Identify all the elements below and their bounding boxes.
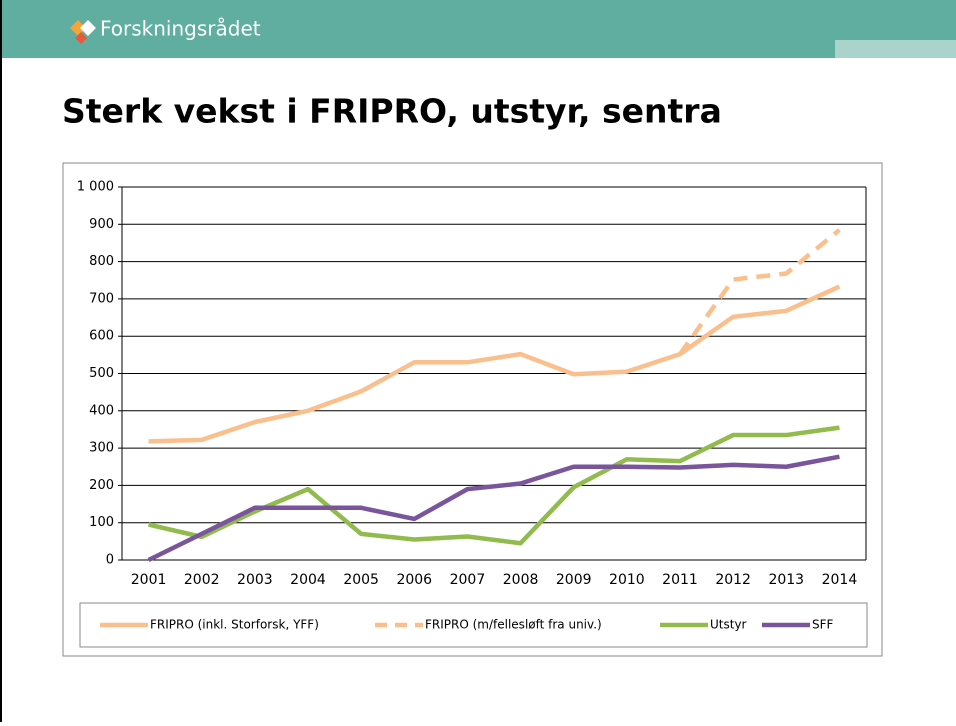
x-tick-label: 2012 — [715, 572, 751, 588]
x-tick-label: 2001 — [131, 572, 167, 588]
logo-icon — [70, 20, 96, 44]
x-tick-label: 2011 — [662, 572, 698, 588]
x-tick-label: 2008 — [503, 572, 539, 588]
header-accent — [835, 40, 956, 58]
y-tick-label: 800 — [89, 254, 114, 269]
legend-label: Utstyr — [710, 618, 747, 632]
header-band — [0, 0, 956, 58]
legend-label: FRIPRO (m/fellesløft fra univ.) — [425, 618, 602, 632]
legend — [79, 602, 868, 648]
x-tick-label: 2010 — [609, 572, 645, 588]
legend-label: SFF — [812, 618, 834, 632]
y-tick-label: 1 000 — [77, 180, 114, 195]
y-tick-label: 500 — [89, 366, 114, 381]
data-line — [678, 228, 841, 356]
chart-frame — [62, 162, 883, 657]
y-tick-label: 0 — [106, 553, 114, 568]
y-tick-label: 600 — [89, 329, 114, 344]
logo-text: Forskningsrådet — [100, 17, 261, 41]
x-tick-label: 2002 — [184, 572, 220, 588]
y-tick-label: 300 — [89, 441, 114, 456]
legend-label: FRIPRO (inkl. Storforsk, YFF) — [150, 618, 319, 632]
y-tick-label: 900 — [89, 217, 114, 232]
x-tick-label: 2007 — [450, 572, 486, 588]
x-tick-label: 2006 — [396, 572, 432, 588]
y-tick-label: 400 — [89, 403, 114, 418]
y-tick-label: 700 — [89, 291, 114, 306]
x-tick-label: 2004 — [290, 572, 326, 588]
data-line — [147, 454, 840, 563]
y-tick-label: 100 — [89, 515, 114, 530]
x-tick-label: 2003 — [237, 572, 273, 588]
y-tick-label: 200 — [89, 478, 114, 493]
slide-title: Sterk vekst i FRIPRO, utstyr, sentra — [62, 92, 722, 131]
x-tick-label: 2013 — [768, 572, 804, 588]
data-line — [148, 284, 841, 444]
x-tick-label: 2014 — [822, 572, 858, 588]
x-tick-label: 2005 — [343, 572, 379, 588]
x-tick-label: 2009 — [556, 572, 592, 588]
